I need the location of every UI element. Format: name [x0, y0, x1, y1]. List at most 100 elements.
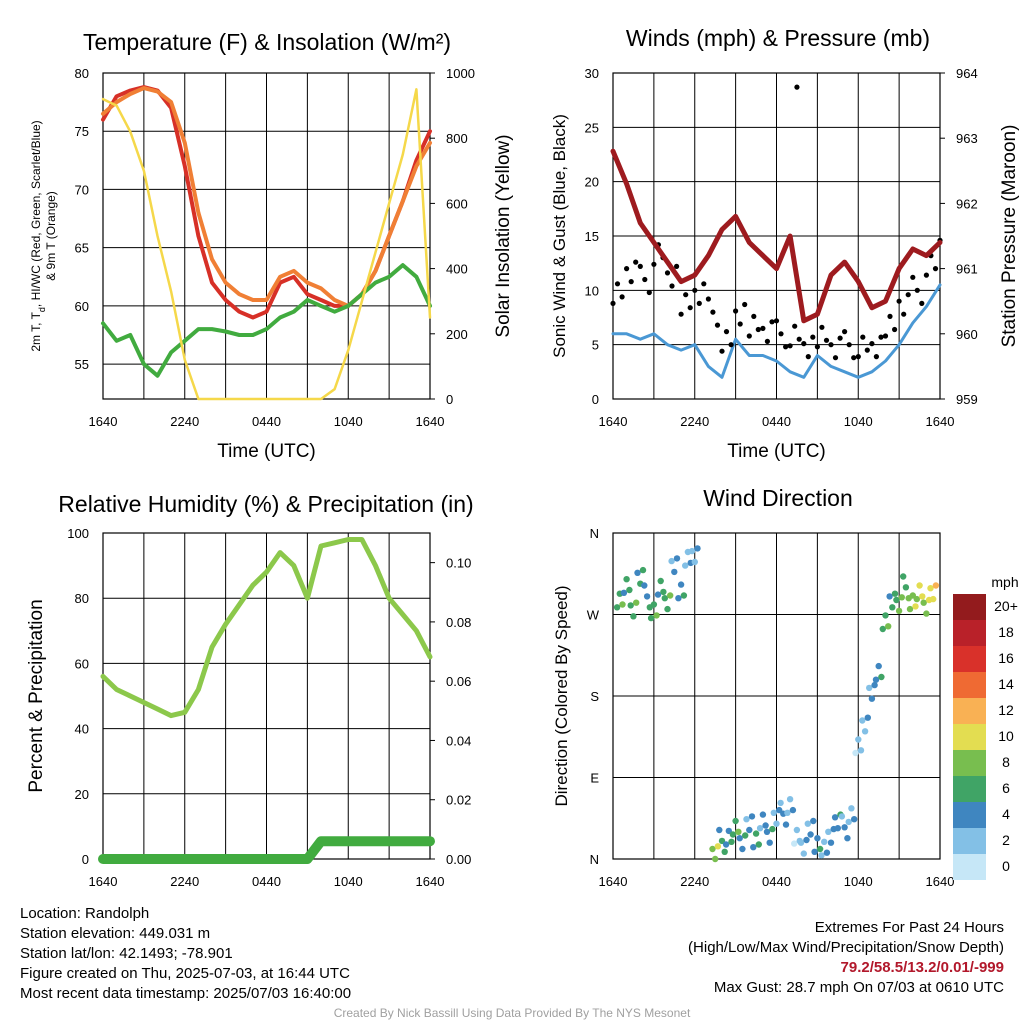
x-tick-label: 0440 [762, 414, 791, 429]
chart-title: Wind Direction [703, 485, 853, 511]
direction-point [902, 584, 910, 591]
colorbar-label: 0 [1002, 858, 1010, 874]
y2-tick-label: 0.06 [446, 674, 471, 689]
gust-point [664, 270, 671, 276]
direction-point [891, 590, 899, 597]
colorbar-label: 14 [998, 676, 1014, 692]
gust-point [814, 344, 821, 350]
x-tick-label: 2240 [170, 414, 199, 429]
gust-point [796, 336, 802, 342]
colorbar-label: 10 [998, 728, 1014, 744]
chart-title: Relative Humidity (%) & Precipitation (i… [58, 491, 473, 517]
x-tick-label: 2240 [680, 414, 709, 429]
gust-point [778, 331, 784, 337]
direction-point [712, 855, 719, 863]
direction-point [714, 843, 722, 850]
gust-point [705, 296, 712, 302]
direction-point [688, 547, 696, 555]
y2-tick-label: 0.04 [446, 733, 471, 748]
gust-point [896, 298, 902, 304]
colorbar-label: 18 [998, 624, 1014, 640]
direction-point [766, 839, 773, 846]
direction-point [834, 825, 841, 832]
credit-text: Created By Nick Bassill Using Data Provi… [333, 1006, 691, 1020]
direction-point [680, 592, 688, 599]
colorbar-label: 2 [1002, 832, 1010, 848]
gust-point [687, 305, 693, 311]
direction-point [643, 593, 651, 600]
gust-point [901, 311, 907, 317]
direction-point [728, 838, 735, 845]
colorbar-label: 20+ [994, 598, 1018, 614]
direction-point [852, 749, 859, 757]
direction-point [742, 832, 749, 839]
gust-point [619, 294, 625, 300]
gust-point [714, 322, 721, 328]
direction-point [661, 595, 668, 602]
gust-point [637, 263, 643, 269]
gust-point [801, 341, 807, 347]
colorbar-swatch [953, 802, 986, 828]
gust-point [792, 323, 798, 329]
x-tick-label: 1640 [416, 414, 445, 429]
elevation-text: Station elevation: 449.031 m [20, 925, 211, 942]
direction-point [906, 605, 914, 613]
x-tick-label: 2240 [680, 874, 709, 889]
gust-point [823, 337, 830, 343]
colorbar-label: 8 [1002, 754, 1010, 770]
direction-point [694, 545, 701, 552]
gust-point [932, 266, 939, 272]
gust-point [710, 309, 716, 315]
y2-tick-label: 963 [956, 131, 978, 146]
x-axis-label: Time (UTC) [217, 441, 316, 462]
gust-point [805, 354, 811, 360]
gust-point [914, 287, 920, 293]
gust-point [683, 292, 689, 298]
y2-tick-label: 0.10 [446, 556, 471, 571]
direction-point [677, 581, 685, 588]
gust-point [692, 287, 698, 293]
y-tick-label: 75 [75, 124, 89, 139]
gust-point [728, 342, 734, 348]
colorbar-swatch [953, 776, 986, 802]
y-tick-label: N [590, 526, 599, 541]
plot-frame [612, 72, 941, 400]
y2-tick-label: 0.08 [446, 615, 471, 630]
direction-point [823, 849, 831, 856]
direction-point [762, 822, 769, 829]
x-tick-label: 1640 [599, 414, 628, 429]
gust-point [642, 276, 648, 283]
y2-tick-label: 600 [446, 196, 468, 211]
direction-point [818, 852, 825, 859]
colorbar-swatch [953, 646, 986, 672]
gust-point [723, 329, 730, 335]
gust-point [737, 321, 743, 327]
direction-point [725, 827, 732, 835]
direction-point [859, 717, 866, 724]
direction-point [773, 820, 780, 827]
gust-point [837, 335, 843, 341]
direction-point [841, 824, 848, 831]
y-tick-label: 5 [592, 338, 599, 353]
series-line [101, 88, 432, 401]
plot-frame [612, 532, 941, 860]
gust-point [773, 318, 780, 324]
direction-point [791, 840, 798, 847]
y2-tick-label: 960 [956, 327, 978, 342]
direction-point [882, 612, 889, 619]
direction-point [816, 845, 824, 853]
gust-point [701, 281, 707, 287]
extremes-values: 79.2/58.5/13.2/0.01/-999 [840, 959, 1004, 976]
gust-point [787, 343, 793, 349]
y2-tick-label: 964 [956, 66, 978, 81]
y-tick-label: 30 [585, 66, 599, 81]
y-tick-label: 80 [75, 591, 89, 606]
x-tick-label: 1040 [334, 874, 363, 889]
direction-point [810, 817, 817, 825]
y-tick-label: 25 [585, 120, 599, 135]
x-tick-label: 1640 [89, 414, 118, 429]
winds-chart: 0 5 10 15 20 25 30 959 960 961 962 963 964 1640 2240 04… [550, 25, 1020, 462]
wind-speed-line [611, 283, 942, 379]
direction-point [789, 806, 797, 814]
colorbar-swatch [953, 828, 986, 854]
